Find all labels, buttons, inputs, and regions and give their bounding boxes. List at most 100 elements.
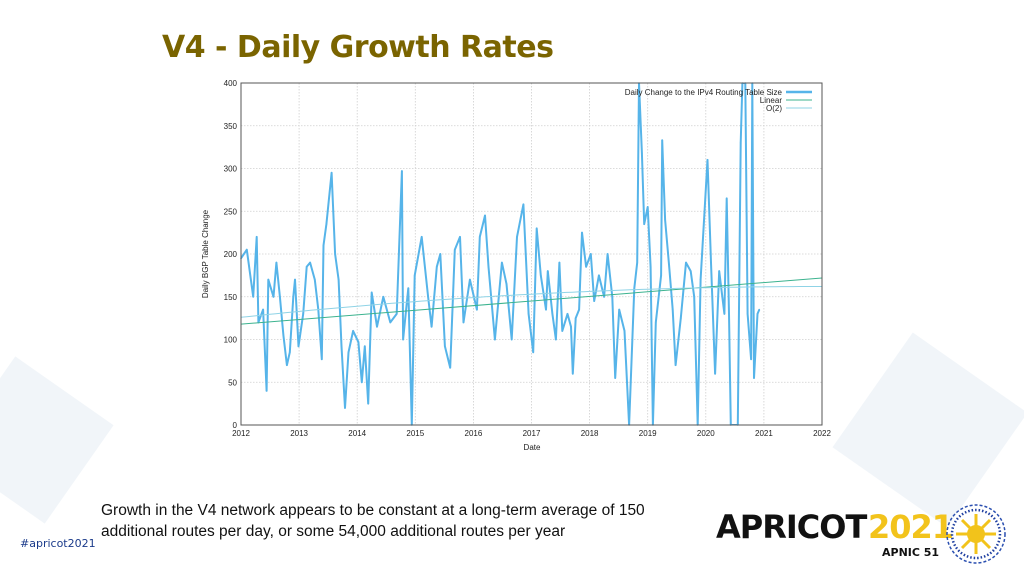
data-point — [618, 308, 621, 311]
data-point — [370, 291, 373, 294]
slide-title: V4 - Daily Growth Rates — [162, 30, 554, 65]
chart-ticks: 2012 2013 2014 2015 2016 2017 2018 2019 2020 2021… — [224, 79, 832, 438]
x-tick-label: 2022 — [813, 429, 831, 438]
daily-growth-chart: 2012 2013 2014 2015 2016 2017 2018 2019 2020 2021… — [201, 79, 832, 452]
caption-line: Growth in the V4 network appears to be c… — [101, 502, 645, 519]
data-point — [643, 223, 646, 225]
event-hashtag: #apricot2021 — [20, 537, 96, 550]
data-point — [510, 338, 513, 341]
legend-label: Daily Change to the IPv4 Routing Table S… — [625, 88, 783, 97]
data-point — [267, 278, 270, 281]
data-point — [322, 244, 325, 247]
data-point — [535, 227, 538, 230]
data-point — [710, 261, 712, 264]
data-point — [344, 407, 346, 409]
data-point — [420, 236, 423, 238]
y-tick-label: 0 — [233, 421, 238, 430]
data-point — [340, 345, 343, 348]
y-tick-label: 100 — [224, 336, 238, 345]
x-tick-label: 2017 — [523, 429, 541, 438]
data-point — [661, 139, 664, 142]
data-point — [551, 313, 554, 315]
data-point — [756, 313, 759, 315]
data-point — [714, 372, 716, 375]
data-point — [292, 295, 295, 298]
plot-frame — [240, 82, 823, 426]
data-point — [660, 274, 662, 277]
data-point — [382, 295, 385, 298]
data-point — [272, 295, 275, 298]
data-point — [516, 236, 518, 238]
data-point — [246, 248, 248, 251]
data-point — [555, 338, 557, 341]
data-point — [313, 278, 316, 281]
x-tick-label: 2015 — [406, 429, 424, 438]
x-tick-label: 2019 — [639, 429, 657, 438]
data-point — [611, 295, 614, 298]
data-point — [337, 278, 340, 281]
data-point — [532, 351, 535, 354]
data-point — [347, 351, 350, 354]
y-tick-label: 200 — [224, 250, 238, 259]
data-point — [685, 261, 687, 264]
data-point — [746, 313, 749, 315]
data-point — [593, 300, 596, 302]
data-point — [334, 253, 336, 255]
data-point — [430, 325, 433, 328]
data-point — [646, 206, 649, 208]
data-point — [753, 377, 755, 379]
data-point — [671, 308, 674, 311]
data-point — [633, 287, 636, 290]
data-point — [435, 266, 438, 268]
data-point — [689, 270, 692, 272]
x-tick-label: 2014 — [348, 429, 366, 438]
data-point — [570, 325, 572, 328]
x-tick-label: 2018 — [581, 429, 599, 438]
data-point — [571, 372, 574, 375]
data-point — [487, 266, 490, 268]
logo-sub: APNIC 51 — [882, 546, 940, 559]
data-point — [376, 325, 378, 328]
chart-grid — [240, 82, 823, 426]
data-point — [561, 330, 564, 332]
data-point — [606, 253, 609, 255]
data-point — [352, 330, 354, 332]
data-point — [363, 345, 366, 348]
data-point — [459, 236, 461, 238]
data-point — [454, 248, 456, 251]
data-point — [265, 390, 268, 392]
legend-label: Linear — [760, 96, 783, 105]
data-point — [484, 214, 486, 217]
data-point — [655, 321, 657, 324]
data-point — [581, 231, 583, 234]
data-point — [279, 295, 281, 298]
data-point — [282, 334, 285, 337]
caption-line: additional routes per day, or some 54,00… — [101, 523, 566, 540]
data-point — [589, 253, 592, 255]
data-point — [603, 295, 605, 298]
logo-year: 2021 — [868, 508, 954, 546]
data-point — [309, 261, 311, 264]
data-point — [252, 295, 255, 298]
data-point — [262, 308, 264, 311]
data-point — [680, 317, 682, 319]
sun-emblem-icon — [946, 504, 1006, 564]
x-tick-label: 2021 — [755, 429, 773, 438]
data-point — [527, 313, 530, 315]
y-tick-label: 350 — [224, 122, 238, 131]
data-point — [668, 266, 670, 268]
y-tick-label: 300 — [224, 165, 238, 174]
data-point — [706, 159, 709, 161]
data-point — [449, 366, 451, 369]
data-point — [427, 295, 429, 298]
legend-label: O(2) — [766, 104, 782, 113]
data-point — [476, 308, 478, 311]
data-point — [294, 278, 296, 281]
data-point — [723, 313, 726, 315]
data-point — [367, 402, 370, 405]
series-linear-fit — [240, 277, 823, 325]
data-point — [289, 351, 291, 354]
data-point — [566, 313, 569, 315]
data-point — [413, 274, 416, 277]
data-point — [357, 341, 360, 343]
